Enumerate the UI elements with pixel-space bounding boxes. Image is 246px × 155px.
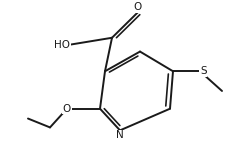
Text: HO: HO <box>54 40 70 50</box>
Text: N: N <box>116 130 124 140</box>
Text: S: S <box>200 66 207 76</box>
Text: O: O <box>63 104 71 114</box>
Text: O: O <box>134 2 142 12</box>
